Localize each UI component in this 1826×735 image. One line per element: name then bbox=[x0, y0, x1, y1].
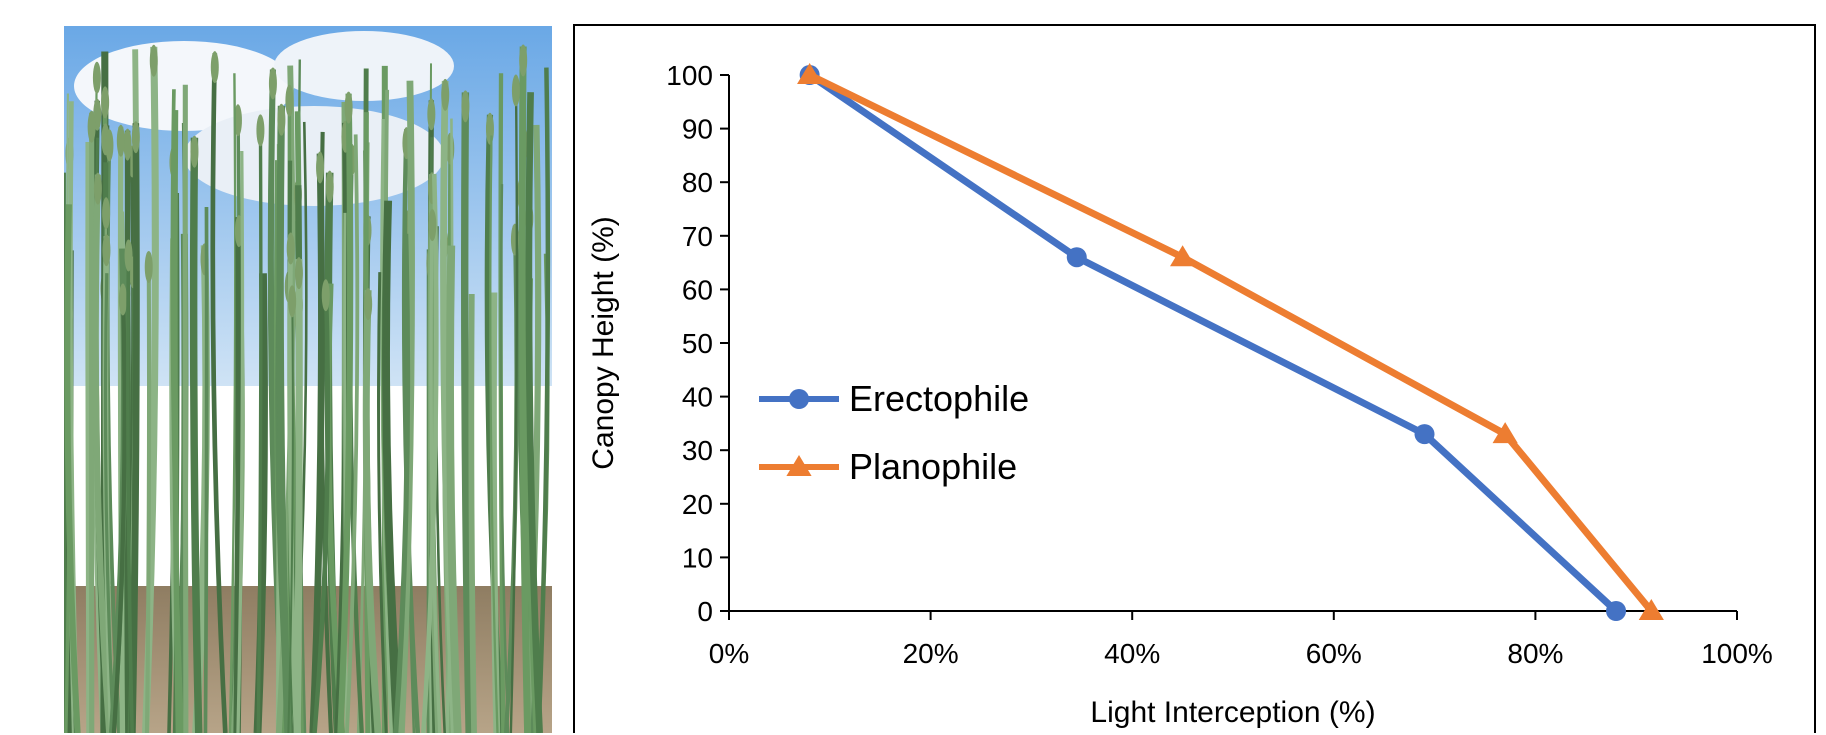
y-tick-label: 30 bbox=[682, 435, 713, 466]
wheat-ear bbox=[287, 233, 295, 265]
x-tick-label: 40% bbox=[1104, 638, 1160, 669]
wheat-ear bbox=[277, 104, 285, 136]
wheat-ear bbox=[295, 257, 303, 289]
data-point bbox=[1067, 247, 1087, 267]
wheat-ear bbox=[461, 90, 469, 122]
wheat-ear bbox=[150, 45, 158, 77]
wheat-stalk bbox=[132, 123, 136, 733]
wheat-ear bbox=[364, 288, 372, 320]
legend-label: Erectophile bbox=[849, 378, 1029, 419]
ticks: 0 10 20 30 40 50 60 70 80 90 100 0% 20% 40% 60% 80% 100% bbox=[666, 60, 1773, 669]
wheat-ear bbox=[326, 171, 334, 203]
y-tick-label: 50 bbox=[682, 328, 713, 359]
y-axis-title: Canopy Height (%) bbox=[587, 216, 620, 469]
chart-frame: 0 10 20 30 40 50 60 70 80 90 100 0% 20% 40% 60% 80% 100%… bbox=[573, 24, 1816, 733]
wheat-ear bbox=[94, 173, 102, 205]
wheat-ear bbox=[427, 98, 435, 130]
wheat-ear bbox=[256, 114, 264, 146]
wheat-ear bbox=[512, 74, 520, 106]
wheat-ear bbox=[322, 279, 330, 311]
data-point bbox=[1415, 424, 1435, 444]
legend-label: Planophile bbox=[849, 446, 1017, 487]
wheat-ear bbox=[102, 197, 110, 229]
wheat-ear bbox=[269, 67, 277, 99]
wheat-ear bbox=[519, 44, 527, 76]
wheat-ear bbox=[124, 129, 132, 161]
wheat-ear bbox=[316, 152, 324, 184]
series-erectophile bbox=[800, 65, 1626, 621]
wheat-ear bbox=[132, 121, 140, 153]
y-tick-label: 0 bbox=[697, 596, 713, 627]
y-tick-label: 40 bbox=[682, 382, 713, 413]
wheat-stalk bbox=[185, 85, 186, 733]
wheat-ear bbox=[145, 251, 153, 283]
wheat-ear bbox=[117, 125, 125, 157]
wheat-ear bbox=[441, 79, 449, 111]
wheat-stalk bbox=[471, 294, 474, 733]
legend: Erectophile Planophile bbox=[759, 378, 1029, 487]
wheat-field-photo bbox=[64, 26, 552, 733]
x-tick-label: 60% bbox=[1306, 638, 1362, 669]
wheat-ear bbox=[486, 113, 494, 145]
x-axis-title: Light Interception (%) bbox=[1090, 696, 1375, 729]
x-tick-label: 100% bbox=[1701, 638, 1773, 669]
x-tick-label: 80% bbox=[1507, 638, 1563, 669]
y-tick-label: 80 bbox=[682, 167, 713, 198]
wheat-ear bbox=[345, 92, 353, 124]
x-tick-label: 0% bbox=[709, 638, 749, 669]
wheat-stalk bbox=[205, 207, 206, 733]
wheat-stalk bbox=[147, 253, 149, 733]
wheat-ear bbox=[288, 285, 296, 317]
wheat-ear bbox=[211, 51, 219, 83]
wheat-ear bbox=[190, 136, 198, 168]
legend-item-erectophile: Erectophile bbox=[759, 378, 1029, 419]
wheat-ear bbox=[285, 85, 293, 117]
y-tick-label: 100 bbox=[666, 60, 713, 91]
y-tick-label: 60 bbox=[682, 274, 713, 305]
y-tick-label: 70 bbox=[682, 221, 713, 252]
wheat-ear bbox=[428, 209, 436, 241]
series-layer bbox=[797, 63, 1664, 621]
wheat-ear bbox=[101, 86, 109, 118]
wheat-ear bbox=[102, 234, 110, 266]
wheat-ear bbox=[93, 62, 101, 94]
line-chart: 0 10 20 30 40 50 60 70 80 90 100 0% 20% 40% 60% 80% 100%… bbox=[575, 26, 1814, 735]
series-line bbox=[810, 75, 1616, 611]
wheat-stalk bbox=[297, 259, 299, 733]
wheat-ear bbox=[105, 129, 113, 161]
y-tick-label: 90 bbox=[682, 114, 713, 145]
data-point bbox=[1606, 601, 1626, 621]
wheat-ear bbox=[125, 239, 133, 271]
x-tick-label: 20% bbox=[903, 638, 959, 669]
y-tick-label: 20 bbox=[682, 489, 713, 520]
legend-swatch-marker bbox=[789, 389, 809, 409]
wheat-ear bbox=[119, 284, 127, 316]
wheat-ear bbox=[88, 111, 96, 143]
legend-item-planophile: Planophile bbox=[759, 446, 1017, 487]
wheat-field-image bbox=[64, 26, 552, 733]
y-tick-label: 10 bbox=[682, 542, 713, 573]
